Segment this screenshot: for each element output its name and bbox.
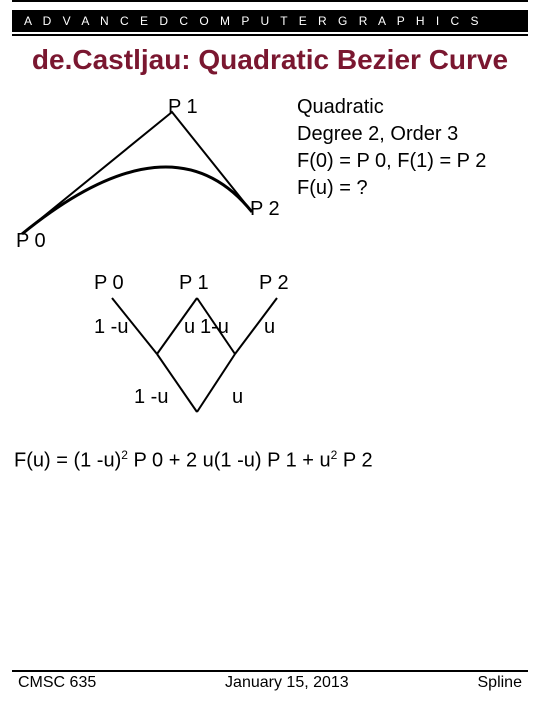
footer-divider — [12, 670, 528, 672]
label-p1: P 1 — [168, 96, 198, 119]
footer-course: CMSC 635 — [18, 674, 96, 692]
tree-svg — [52, 274, 332, 424]
tree-edge-label: 1 -u — [134, 386, 168, 409]
formula-sup: 2 — [121, 448, 128, 462]
tree-node-p2: P 2 — [259, 272, 289, 295]
tree-node-p1: P 1 — [179, 272, 209, 295]
control-polygon — [22, 112, 252, 234]
formula-part: F(u) = (1 -u) — [14, 450, 121, 472]
desc-line: F(u) = ? — [297, 175, 486, 202]
desc-line: Quadratic — [297, 94, 486, 121]
tree-edge-label: u — [184, 316, 195, 339]
content-area: P 0 P 1 P 2 Quadratic Degree 2, Order 3 … — [12, 94, 528, 473]
footer-topic: Spline — [478, 674, 522, 692]
bezier-svg — [12, 94, 292, 254]
footer-date: January 15, 2013 — [225, 674, 349, 692]
tree-node-p0: P 0 — [94, 272, 124, 295]
tree-edge-label: 1-u — [200, 316, 229, 339]
label-p2: P 2 — [250, 198, 280, 221]
bernstein-formula: F(u) = (1 -u)2 P 0 + 2 u(1 -u) P 1 + u2 … — [12, 448, 528, 473]
formula-part: P 2 — [337, 450, 372, 472]
bezier-diagram: P 0 P 1 P 2 Quadratic Degree 2, Order 3 … — [12, 94, 528, 254]
page-title: de.Castljau: Quadratic Bezier Curve — [12, 44, 528, 76]
decasteljau-tree: P 0 P 1 P 2 1 -uu1-uu1 -uu — [12, 274, 528, 434]
footer: CMSC 635 January 15, 2013 Spline — [12, 670, 528, 692]
label-p0: P 0 — [16, 230, 46, 253]
tree-edge-label: u — [264, 316, 275, 339]
footer-row: CMSC 635 January 15, 2013 Spline — [12, 674, 528, 692]
tree-edge-label: u — [232, 386, 243, 409]
desc-line: F(0) = P 0, F(1) = P 2 — [297, 148, 486, 175]
tree-edge-label: 1 -u — [94, 316, 128, 339]
curve-description: Quadratic Degree 2, Order 3 F(0) = P 0, … — [297, 94, 486, 202]
bezier-curve-path — [22, 167, 252, 234]
header-banner: A D V A N C E D C O M P U T E R G R A P … — [12, 10, 528, 32]
tree-edge — [197, 354, 235, 412]
header-divider — [12, 34, 528, 36]
formula-part: P 0 + 2 u(1 -u) P 1 + u — [128, 450, 331, 472]
desc-line: Degree 2, Order 3 — [297, 121, 486, 148]
top-divider — [12, 0, 528, 2]
